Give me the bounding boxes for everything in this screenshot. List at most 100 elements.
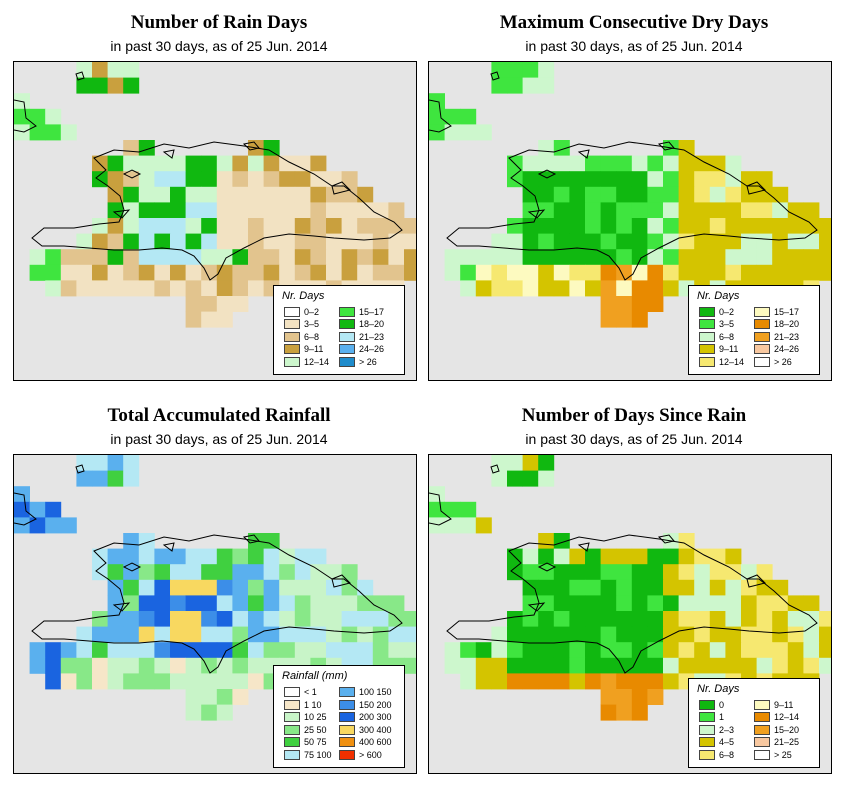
grid-cell <box>138 202 155 219</box>
grid-cell <box>647 611 664 627</box>
grid-cell <box>279 171 296 188</box>
legend-label: 75 100 <box>304 749 332 760</box>
grid-cell <box>170 186 186 203</box>
grid-cell <box>232 579 249 596</box>
grid-cell <box>600 611 617 627</box>
legend-label: 25 50 <box>304 724 327 735</box>
grid-cell <box>263 186 280 203</box>
grid-cell <box>372 626 389 643</box>
grid-cell <box>138 673 155 690</box>
legend-swatch <box>699 319 715 329</box>
grid-cell <box>123 470 140 487</box>
grid-cell <box>725 249 742 266</box>
grid-cell <box>553 249 570 266</box>
grid-cell <box>123 626 140 643</box>
grid-cell <box>185 311 202 328</box>
grid-cell <box>491 264 508 281</box>
grid-cell <box>154 611 171 627</box>
grid-cell <box>170 233 186 250</box>
grid-cell <box>694 595 711 612</box>
grid-cell <box>522 171 539 188</box>
grid-cell <box>107 595 124 612</box>
grid-cell <box>310 233 327 250</box>
grid-cell <box>29 108 46 125</box>
legend-swatch <box>339 319 355 329</box>
grid-cell <box>756 218 773 234</box>
grid-cell <box>787 657 804 674</box>
grid-cell <box>538 548 555 565</box>
grid-cell <box>585 595 601 612</box>
grid-cell <box>216 218 233 234</box>
grid-cell <box>76 455 93 471</box>
grid-cell <box>185 296 202 312</box>
legend-label: 18–20 <box>359 319 385 329</box>
grid-cell <box>123 77 140 94</box>
grid-cell <box>185 642 202 659</box>
grid-cell <box>123 548 140 565</box>
grid-cell <box>279 186 296 203</box>
grid-cell <box>709 202 726 219</box>
grid-cell <box>29 249 46 266</box>
grid-cell <box>616 548 633 565</box>
grid-cell <box>76 657 93 674</box>
grid-cell <box>741 657 757 674</box>
grid-cell <box>694 233 711 250</box>
grid-cell <box>585 186 601 203</box>
grid-cell <box>107 171 124 188</box>
grid-cell <box>45 501 62 518</box>
legend-title: Rainfall (mm) <box>282 670 348 682</box>
grid-cell <box>388 202 405 219</box>
coastline-path <box>490 464 500 474</box>
grid-cell <box>678 642 695 659</box>
grid-cell <box>631 611 648 627</box>
grid-cell <box>138 264 155 281</box>
grid-cell <box>507 280 523 297</box>
grid-cell <box>372 264 389 281</box>
grid-cell <box>631 218 648 234</box>
grid-cell <box>756 595 773 612</box>
legend-swatch <box>339 331 355 342</box>
grid-cell <box>694 218 711 234</box>
grid-cell <box>60 124 77 141</box>
grid-cell <box>310 611 327 627</box>
grid-cell <box>138 186 155 203</box>
grid-cell <box>279 548 296 565</box>
grid-cell <box>553 657 570 674</box>
grid-cell <box>616 595 633 612</box>
grid-cell <box>522 595 539 612</box>
grid-cell <box>553 595 570 612</box>
grid-cell <box>631 689 648 705</box>
legend-swatch <box>754 319 770 329</box>
grid-cell <box>569 673 586 690</box>
grid-cell <box>232 296 249 312</box>
legend-label: 0–2 <box>719 306 735 317</box>
grid-cell <box>616 202 633 219</box>
grid-cell <box>491 673 508 690</box>
legend-swatch <box>339 344 355 354</box>
grid-cell <box>14 501 30 518</box>
grid-cell <box>232 171 249 188</box>
coastline-path <box>657 141 675 151</box>
grid-cell <box>756 171 773 188</box>
grid-cell <box>201 296 218 312</box>
grid-cell <box>756 202 773 219</box>
grid-cell <box>388 249 405 266</box>
grid-cell <box>138 548 155 565</box>
grid-cell <box>444 264 461 281</box>
grid-cell <box>201 218 218 234</box>
legend-swatch <box>699 344 715 354</box>
grid-cell <box>341 264 358 281</box>
grid-cell <box>107 673 124 690</box>
grid-cell <box>170 202 186 219</box>
grid-cell <box>138 657 155 674</box>
grid-cell <box>787 264 804 281</box>
legend-label: 15–20 <box>774 724 800 735</box>
grid-cell <box>232 249 249 266</box>
grid-cell <box>631 155 648 172</box>
grid-cell <box>279 202 296 219</box>
grid-cell <box>123 579 140 596</box>
grid-cell <box>647 233 664 250</box>
grid-cell <box>170 249 186 266</box>
grid-cell <box>694 626 711 643</box>
grid-cell <box>616 611 633 627</box>
